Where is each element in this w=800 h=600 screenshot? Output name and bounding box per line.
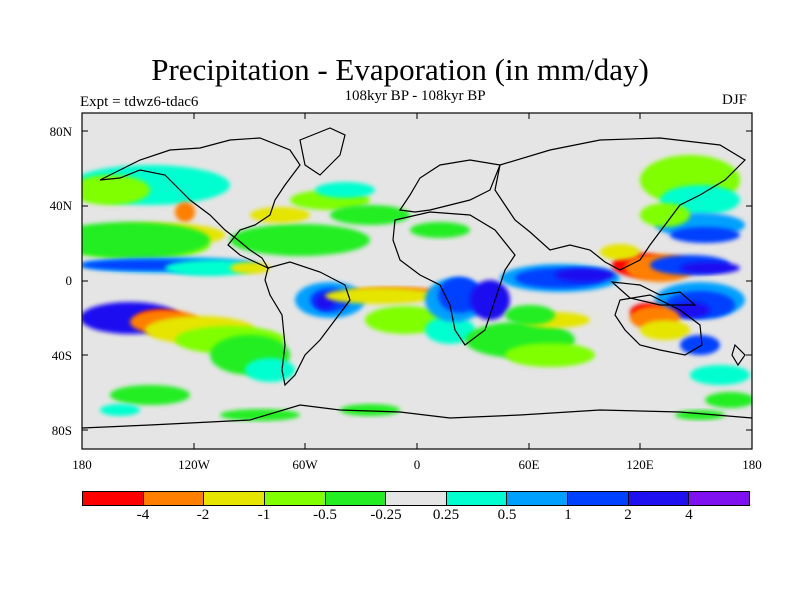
chart-title: Precipitation - Evaporation (in mm/day) — [151, 52, 649, 87]
pe-region-yellow — [230, 262, 270, 274]
pe-field — [82, 155, 752, 421]
axis-ticks — [81, 113, 753, 449]
lat-tick-0: 0 — [65, 273, 73, 288]
coast-north-america — [99, 137, 301, 270]
colorbar-label: 0.5 — [497, 507, 517, 523]
colorbar-label: -1 — [257, 507, 271, 523]
colorbar-label: -0.25 — [370, 507, 402, 523]
coastlines — [82, 127, 752, 429]
colorbar-swatch — [143, 492, 205, 505]
pe-region-yellow — [640, 320, 690, 340]
lon-tick-60e: 60E — [518, 457, 540, 472]
colorbar-swatch — [689, 492, 750, 505]
colorbar-label: -2 — [196, 507, 210, 523]
pe-region-yellow — [325, 288, 435, 304]
colorbar-label: 1 — [564, 507, 572, 523]
lon-tick-180e: 180 — [742, 457, 762, 472]
pe-region-green — [505, 305, 555, 325]
pe-region-cyan — [100, 404, 140, 416]
chart-subtitle: 108kyr BP - 108kyr BP — [344, 88, 486, 104]
pe-region-green — [705, 392, 752, 408]
pe-region-blue — [670, 227, 740, 243]
colorbar-swatch — [568, 492, 629, 505]
colorbar-swatch — [264, 492, 326, 505]
lon-tick-120e: 120E — [626, 457, 654, 472]
pe-region-yellow — [600, 244, 640, 260]
pe-region-green — [340, 404, 400, 416]
colorbar-swatch — [325, 492, 387, 505]
pe-region-cyan — [425, 316, 475, 344]
coast-australia — [614, 294, 703, 356]
pe-region-lime — [365, 306, 445, 334]
pe-region-cyan — [690, 365, 750, 385]
colorbar-label: 4 — [685, 507, 693, 523]
experiment-label: Expt = tdwz6-tdac6 — [80, 94, 199, 110]
colorbar-label: -4 — [136, 507, 150, 523]
pe-region-green — [110, 385, 190, 405]
lat-tick-80s: 80S — [51, 423, 72, 438]
pe-region-blue — [680, 335, 720, 355]
coast-antarctica — [82, 404, 752, 429]
pe-region-orange — [175, 202, 195, 222]
colorbar-swatch — [83, 492, 144, 505]
colorbar — [82, 491, 750, 506]
lon-tick-60w: 60W — [292, 457, 318, 472]
colorbar-swatch — [386, 492, 447, 505]
coast-europe — [398, 159, 501, 213]
colorbar-label: 2 — [624, 507, 632, 523]
pe-region-darkblue — [470, 280, 510, 320]
pe-region-cyan — [315, 182, 375, 198]
colorbar-label: 0.25 — [432, 507, 460, 523]
coast-new-zealand — [731, 343, 746, 367]
pe-region-lime — [640, 203, 690, 227]
lat-tick-40n: 40N — [49, 198, 72, 213]
pe-region-darkblue — [555, 268, 615, 282]
lon-tick-180w: 180 — [72, 457, 92, 472]
lat-tick-80n: 80N — [49, 124, 72, 139]
pe-region-green — [410, 222, 470, 238]
lon-tick-0: 0 — [413, 457, 421, 472]
lat-tick-40s: 40S — [51, 348, 72, 363]
colorbar-label: -0.5 — [313, 507, 337, 523]
pe-region-green — [330, 205, 410, 225]
coast-asia — [494, 137, 746, 271]
coast-africa — [392, 211, 516, 346]
pe-region-green — [82, 222, 210, 258]
pe-region-darkblue — [670, 302, 710, 318]
colorbar-swatch — [507, 492, 569, 505]
lon-tick-120w: 120W — [178, 457, 210, 472]
colorbar-swatch — [446, 492, 508, 505]
coast-greenland — [299, 127, 346, 176]
pe-region-darkblue — [680, 262, 740, 274]
pe-region-green — [230, 224, 370, 256]
pe-region-yellow — [250, 207, 310, 223]
season-label: DJF — [722, 92, 748, 108]
pe-region-lime — [505, 343, 595, 367]
colorbar-swatch — [628, 492, 690, 505]
pe-region-green — [220, 409, 300, 421]
coast-south-america — [264, 261, 351, 387]
pe-region-cyan — [245, 358, 295, 382]
colorbar-swatch — [204, 492, 265, 505]
coast-indonesia — [610, 281, 697, 306]
pe-region-cyan — [165, 260, 255, 276]
pe-region-lime — [82, 175, 150, 205]
